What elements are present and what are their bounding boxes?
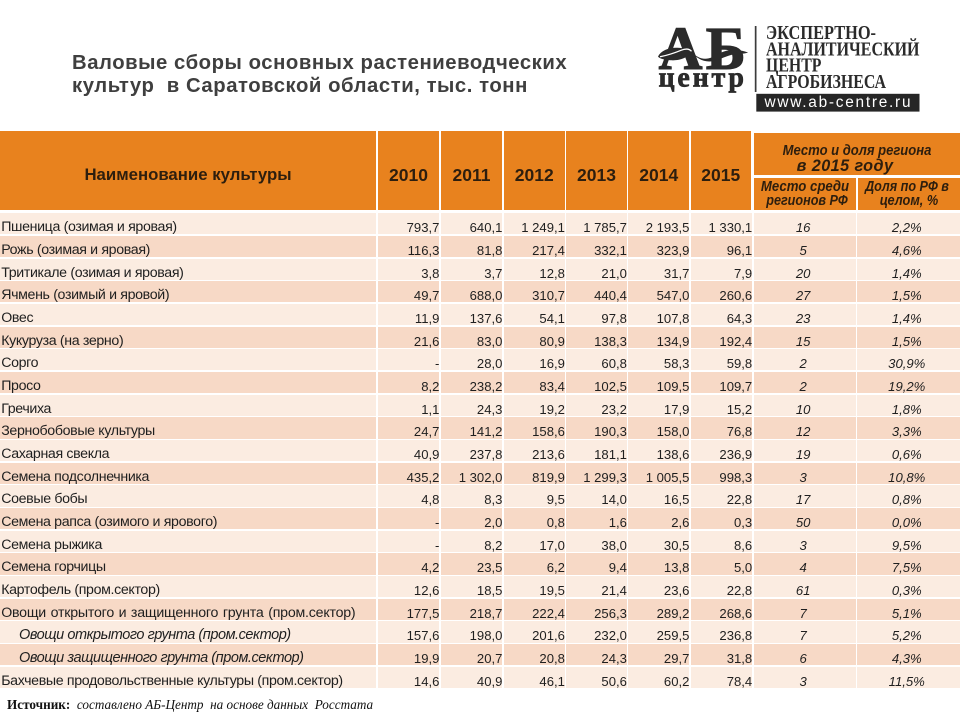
svg-text:www.ab-centre.ru: www.ab-centre.ru [764,94,911,111]
svg-text:АГРОБИЗНЕСА: АГРОБИЗНЕСА [766,72,886,93]
svg-text:АНАЛИТИЧЕСКИЙ: АНАЛИТИЧЕСКИЙ [766,38,920,60]
svg-text:ЦЕНТР: ЦЕНТР [766,56,822,77]
svg-text:АБ: АБ [659,16,747,83]
svg-text:центр: центр [659,62,745,93]
svg-text:ЭКСПЕРТНО-: ЭКСПЕРТНО- [766,23,876,44]
